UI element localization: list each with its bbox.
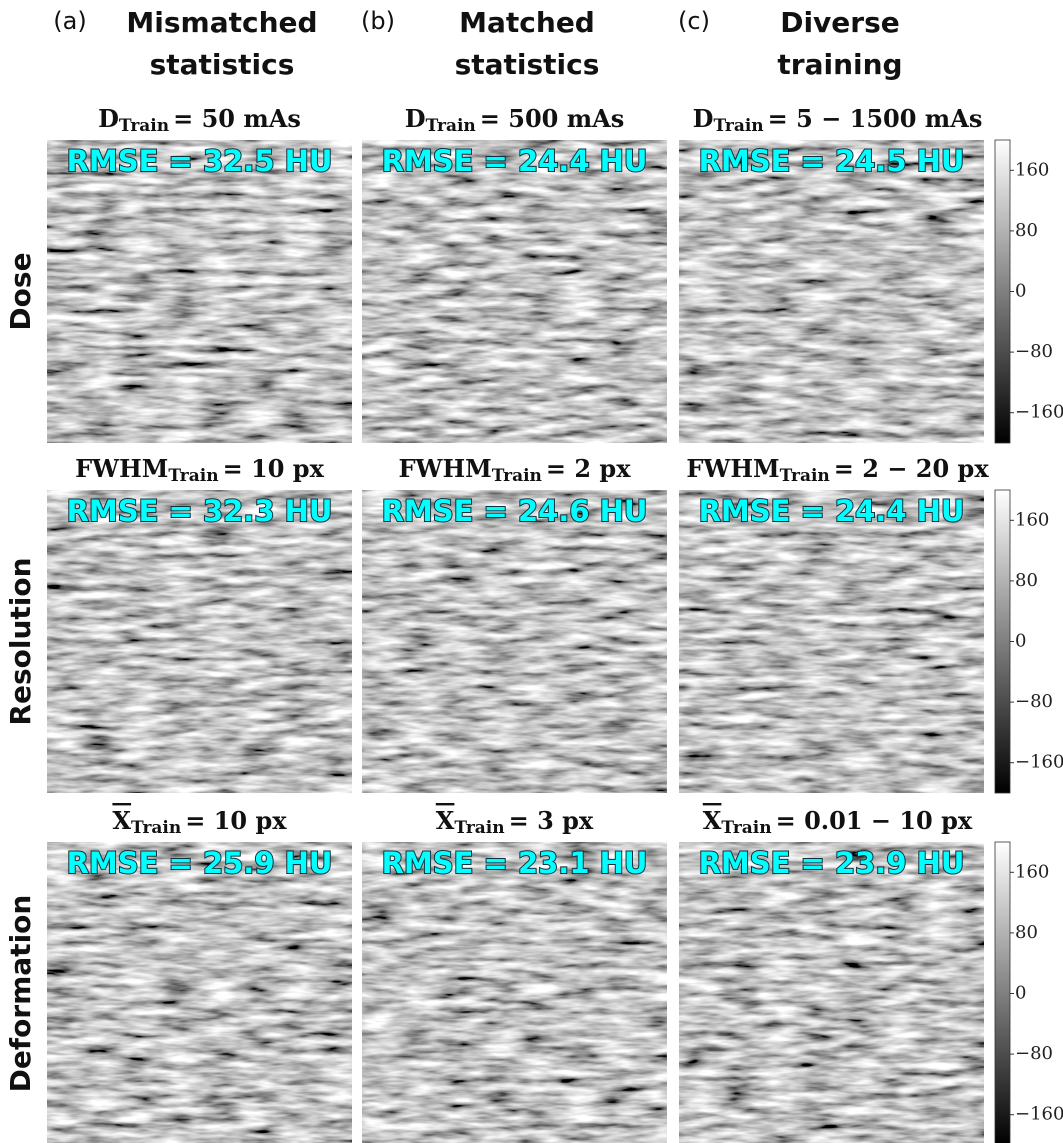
subscript: Train — [168, 466, 218, 486]
colorbar-tick-label: −160 — [1015, 752, 1063, 773]
colorbar-tick-label: 0 — [1015, 983, 1026, 1004]
colorbar-tick-label: 80 — [1015, 570, 1038, 591]
colorbar-tick-label: 160 — [1015, 509, 1049, 530]
image-panel — [679, 490, 984, 793]
image-panel — [47, 490, 352, 793]
symbol: FWHM — [686, 454, 779, 483]
setting: = 10 px — [223, 454, 325, 483]
rmse-label: RMSE = 23.1 HU — [382, 846, 648, 880]
column-title: statistics — [455, 48, 600, 81]
panel-title: DTrain = 5 − 1500 mAs — [693, 104, 983, 136]
subscript: Train — [119, 116, 169, 136]
symbol: FWHM — [75, 454, 168, 483]
symbol: X — [703, 806, 722, 835]
rmse-label: RMSE = 24.6 HU — [382, 494, 648, 528]
row-label: Dose — [4, 252, 37, 330]
panel-title: XTrain = 0.01 − 10 px — [703, 806, 973, 838]
image-panel — [679, 842, 984, 1143]
setting: = 3 px — [509, 806, 594, 835]
symbol: D — [405, 104, 426, 133]
column-title: Diverse — [780, 6, 900, 39]
panel-title: XTrain = 3 px — [436, 806, 594, 838]
colorbar-tick-label: 0 — [1015, 631, 1026, 652]
panel-title: DTrain = 500 mAs — [405, 104, 624, 136]
column-letter: (a) — [53, 7, 86, 35]
symbol: X — [112, 806, 131, 835]
subscript: Train — [721, 818, 771, 838]
colorbar-tick-label: 160 — [1015, 159, 1049, 180]
subscript: Train — [492, 466, 542, 486]
colorbar-tick-label: 0 — [1015, 281, 1026, 302]
column-letter: (b) — [361, 7, 395, 35]
rmse-label: RMSE = 23.9 HU — [699, 846, 965, 880]
colorbar-tick-label: −160 — [1015, 402, 1063, 423]
setting: = 5 − 1500 mAs — [768, 104, 983, 133]
column-title: statistics — [150, 48, 295, 81]
image-panel — [362, 140, 667, 443]
column-title: training — [777, 48, 902, 81]
setting: = 2 − 20 px — [834, 454, 990, 483]
symbol: FWHM — [398, 454, 491, 483]
subscript: Train — [713, 116, 763, 136]
rmse-label: RMSE = 24.4 HU — [699, 494, 965, 528]
subscript: Train — [454, 818, 504, 838]
column-letter: (c) — [678, 7, 710, 35]
colorbar-tick-label: 80 — [1015, 220, 1038, 241]
rmse-label: RMSE = 24.5 HU — [699, 144, 965, 178]
column-title: Matched — [459, 6, 595, 39]
colorbar-tick-label: −160 — [1015, 1104, 1063, 1125]
subscript: Train — [426, 116, 476, 136]
rmse-label: RMSE = 25.9 HU — [67, 846, 333, 880]
subscript: Train — [131, 818, 181, 838]
colorbar — [994, 139, 1011, 444]
setting: = 10 px — [185, 806, 287, 835]
panel-title: DTrain = 50 mAs — [98, 104, 301, 136]
symbol: D — [98, 104, 119, 133]
setting: = 2 px — [546, 454, 631, 483]
setting: = 0.01 − 10 px — [776, 806, 973, 835]
panel-title: FWHMTrain = 2 − 20 px — [686, 454, 989, 486]
row-label: Resolution — [4, 557, 37, 725]
rmse-label: RMSE = 32.3 HU — [67, 494, 333, 528]
colorbar-tick-label: 80 — [1015, 922, 1038, 943]
colorbar-tick-label: −80 — [1015, 1043, 1053, 1064]
colorbar — [994, 841, 1011, 1143]
row-label: Deformation — [4, 895, 37, 1093]
setting: = 500 mAs — [480, 104, 624, 133]
panel-title: FWHMTrain = 10 px — [75, 454, 324, 486]
setting: = 50 mAs — [173, 104, 301, 133]
column-title: Mismatched — [126, 6, 317, 39]
colorbar-tick-label: −80 — [1015, 691, 1053, 712]
subscript: Train — [780, 466, 830, 486]
colorbar-tick-label: 160 — [1015, 861, 1049, 882]
colorbar-tick-label: −80 — [1015, 341, 1053, 362]
image-panel — [47, 842, 352, 1143]
image-panel — [47, 140, 352, 443]
panel-title: FWHMTrain = 2 px — [398, 454, 631, 486]
rmse-label: RMSE = 24.4 HU — [382, 144, 648, 178]
symbol: D — [693, 104, 714, 133]
image-panel — [362, 842, 667, 1143]
colorbar — [994, 489, 1011, 794]
panel-title: XTrain = 10 px — [112, 806, 287, 838]
rmse-label: RMSE = 32.5 HU — [67, 144, 333, 178]
image-panel — [362, 490, 667, 793]
symbol: X — [436, 806, 455, 835]
image-panel — [679, 140, 984, 443]
